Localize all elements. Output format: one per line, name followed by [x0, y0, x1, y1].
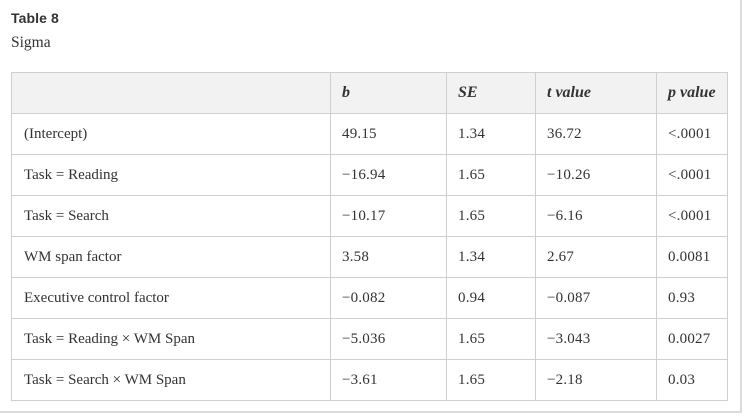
cell-b: 3.58: [330, 236, 447, 278]
cell-t-value: 2.67: [535, 236, 657, 278]
table-row: (Intercept) 49.15 1.34 36.72 <.0001: [11, 113, 728, 155]
table-row: Task = Search −10.17 1.65 −6.16 <.0001: [11, 195, 728, 237]
cell-se: 1.65: [446, 154, 536, 196]
cell-p-value: 0.0081: [656, 236, 728, 278]
cell-p-value: 0.93: [656, 277, 728, 319]
cell-se: 1.34: [446, 113, 536, 155]
row-term: Task = Reading × WM Span: [11, 318, 331, 360]
cell-b: 49.15: [330, 113, 447, 155]
cell-t-value: −2.18: [535, 359, 657, 401]
row-term: Task = Reading: [11, 154, 331, 196]
row-term: Task = Search: [11, 195, 331, 237]
column-header-term: [11, 72, 331, 114]
table-row: Task = Reading −16.94 1.65 −10.26 <.0001: [11, 154, 728, 196]
table-number: Table 8: [11, 10, 59, 26]
cell-b: −5.036: [330, 318, 447, 360]
column-header-t-value: t value: [535, 72, 657, 114]
cell-se: 0.94: [446, 277, 536, 319]
cell-t-value: −6.16: [535, 195, 657, 237]
cell-t-value: −3.043: [535, 318, 657, 360]
cell-se: 1.65: [446, 195, 536, 237]
cell-p-value: 0.03: [656, 359, 728, 401]
cell-p-value: 0.0027: [656, 318, 728, 360]
cell-se: 1.65: [446, 359, 536, 401]
table-title: Sigma: [11, 34, 51, 51]
cell-se: 1.65: [446, 318, 536, 360]
row-term: (Intercept): [11, 113, 331, 155]
cell-p-value: <.0001: [656, 113, 728, 155]
cell-p-value: <.0001: [656, 195, 728, 237]
header-row: b SE t value p value: [11, 72, 728, 114]
column-header-p-value: p value: [656, 72, 728, 114]
table-row: Executive control factor −0.082 0.94 −0.…: [11, 277, 728, 319]
row-term: Task = Search × WM Span: [11, 359, 331, 401]
cell-b: −3.61: [330, 359, 447, 401]
table-row: Task = Search × WM Span −3.61 1.65 −2.18…: [11, 359, 728, 401]
cell-b: −10.17: [330, 195, 447, 237]
cell-t-value: −10.26: [535, 154, 657, 196]
cell-p-value: <.0001: [656, 154, 728, 196]
cell-b: −0.082: [330, 277, 447, 319]
cell-t-value: 36.72: [535, 113, 657, 155]
cell-b: −16.94: [330, 154, 447, 196]
cell-se: 1.34: [446, 236, 536, 278]
table-row: WM span factor 3.58 1.34 2.67 0.0081: [11, 236, 728, 278]
row-term: Executive control factor: [11, 277, 331, 319]
data-table: b SE t value p value (Intercept) 49.15 1…: [11, 72, 728, 401]
table-row: Task = Reading × WM Span −5.036 1.65 −3.…: [11, 318, 728, 360]
column-header-b: b: [330, 72, 447, 114]
row-term: WM span factor: [11, 236, 331, 278]
column-header-se: SE: [446, 72, 536, 114]
cell-t-value: −0.087: [535, 277, 657, 319]
